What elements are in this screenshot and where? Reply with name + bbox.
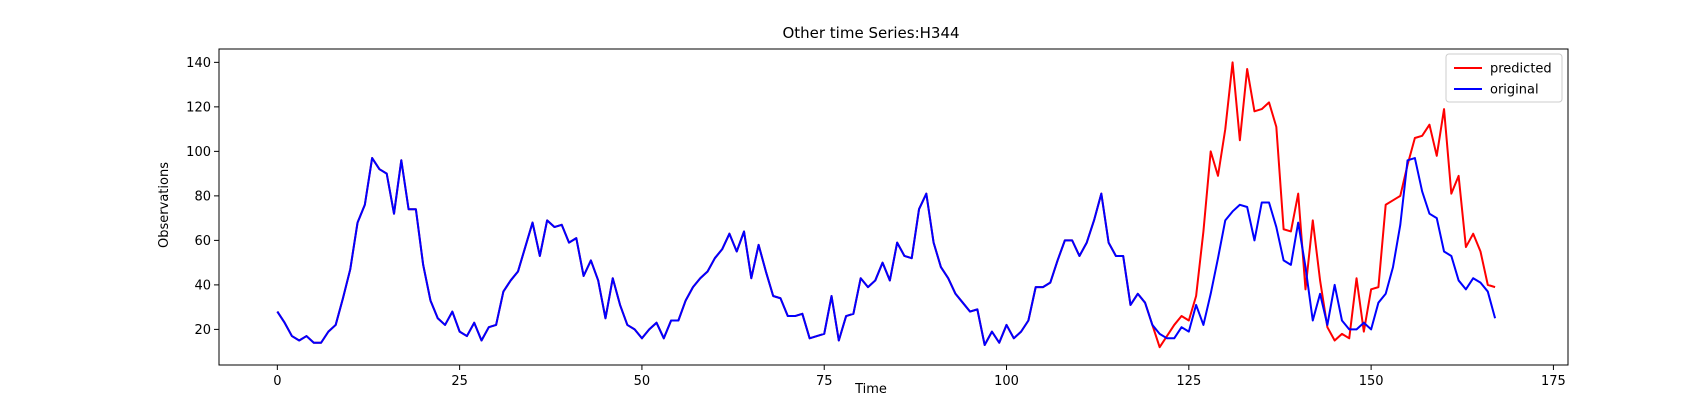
y-tick-label-100: 100 (186, 145, 211, 160)
x-tick-label-150: 150 (1359, 374, 1384, 389)
axes-frame (218, 48, 1569, 366)
y-axis-label: Observations (157, 162, 172, 248)
axes: 0 25 50 75 100 125 150 175 20 40 60 80 100 120 140 (186, 48, 1569, 389)
x-tick-label-0: 0 (273, 374, 281, 389)
y-tick-label-80: 80 (194, 189, 211, 204)
x-tick-label-75: 75 (816, 374, 833, 389)
y-tick-label-40: 40 (194, 278, 211, 293)
legend: predicted original (1445, 53, 1563, 103)
x-tick-label-25: 25 (451, 374, 468, 389)
y-tick-label-60: 60 (194, 234, 211, 249)
x-tick-label-125: 125 (1176, 374, 1201, 389)
plot-area (276, 61, 1497, 349)
y-tick-label-120: 120 (186, 100, 211, 115)
y-tick-label-20: 20 (194, 323, 211, 338)
legend-label-predicted: predicted (1490, 62, 1552, 77)
x-tick-label-175: 175 (1541, 374, 1566, 389)
x-axis-label: Time (854, 382, 887, 397)
legend-label-original: original (1490, 83, 1539, 98)
x-tick-label-50: 50 (634, 374, 651, 389)
y-tick-label-140: 140 (186, 56, 211, 71)
series-line-original (276, 157, 1497, 346)
x-tick-label-100: 100 (994, 374, 1019, 389)
chart-title: Other time Series:H344 (782, 24, 959, 42)
